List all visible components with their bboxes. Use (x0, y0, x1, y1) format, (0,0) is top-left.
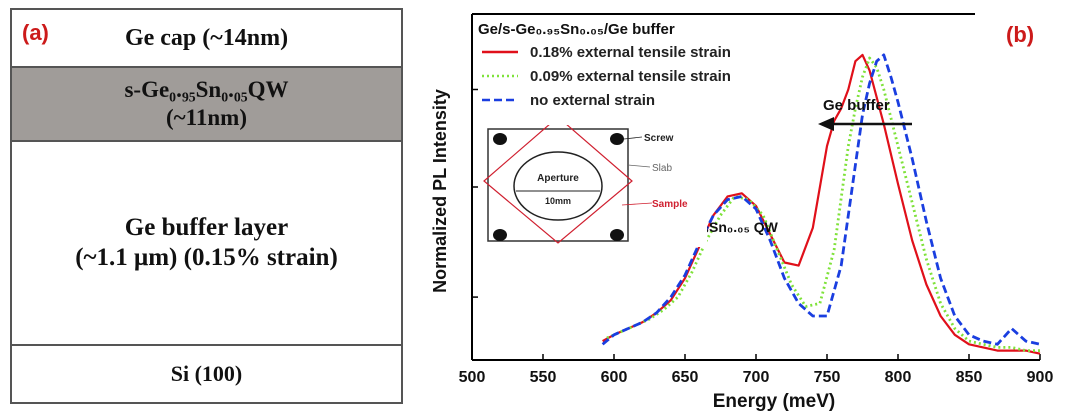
inset-diameter-label: 10mm (545, 196, 571, 206)
sample-leader (621, 202, 653, 206)
series-line-solid (602, 53, 1041, 355)
panel-a-label: (a) (22, 20, 49, 45)
layer-text-line: Ge buffer layer (124, 214, 289, 241)
x-tick-label: 650 (672, 369, 699, 386)
screw-leader (623, 136, 643, 140)
x-tick-label: 900 (1027, 369, 1054, 386)
x-tick-label: 850 (956, 369, 983, 386)
x-tick-label: 800 (885, 369, 912, 386)
aperture-circle (513, 151, 603, 221)
series-line-dashed (601, 53, 1041, 346)
inset-screw-label: Screw (644, 133, 674, 144)
layer-text-line: (~1.1 μm) (0.15% strain) (75, 244, 338, 271)
layer-text-line: (~11nm) (166, 105, 247, 130)
legend-entry: 0.18% external tensile strain (530, 44, 731, 61)
x-axis-label: Energy (meV) (713, 391, 835, 412)
layer-text: Ge cap (~14nm) (125, 24, 288, 53)
x-tick-label: 750 (814, 369, 841, 386)
inset-aperture-label: Aperture (537, 173, 579, 184)
x-tick-label: 550 (530, 369, 557, 386)
legend-title: Ge/s-Ge₀.₉₅Sn₀.₀₅/Ge buffer (478, 21, 675, 38)
screw-hole-bl (493, 229, 507, 241)
slab-outline (487, 128, 629, 242)
series-line-dotted (606, 56, 1040, 353)
screw-hole-tl (493, 133, 507, 145)
x-tick-label: 600 (601, 369, 628, 386)
layer-text-line: Ge cap (~14nm) (124, 24, 289, 51)
slab-leader (627, 164, 651, 168)
x-tick-label: 700 (743, 369, 770, 386)
ge-buffer-annotation: Ge buffer (823, 97, 890, 114)
inset-sample-label: Sample (652, 199, 688, 210)
screw-hole-tr (610, 133, 624, 145)
ge-buffer-arrow-head (818, 117, 834, 131)
y-axis-label: Normalized PL Intensity (430, 89, 450, 293)
layer-ge-cap: Ge cap (~14nm) (12, 10, 401, 68)
panel-b-label: (b) (1006, 22, 1035, 47)
legend-entry: 0.09% external tensile strain (530, 68, 731, 85)
layer-ge-buffer: Ge buffer layer (~1.1 μm) (0.15% strain) (12, 142, 401, 346)
sample-outline (483, 116, 633, 244)
layer-text-line: Si (100) (170, 360, 243, 386)
sample-mount-inset: Screw Slab Sample Aperture 10mm (482, 116, 707, 247)
sample-mount-schematic: Screw Slab Sample Aperture 10mm (483, 116, 688, 244)
layer-text: Ge buffer layer (~1.1 μm) (0.15% strain) (75, 213, 338, 273)
layer-sgesn-qw: s-Ge₀.₉₅Sn₀.₀₅QW (~11nm) (12, 68, 401, 142)
x-tick-label: 500 (459, 369, 486, 386)
layer-si-substrate: Si (100) (12, 346, 401, 402)
layer-text: Si (100) (171, 361, 243, 387)
legend-entry: no external strain (530, 92, 655, 109)
layer-text: s-Ge₀.₉₅Sn₀.₀₅QW (~11nm) (124, 76, 288, 131)
layer-text-line: s-Ge₀.₉₅Sn₀.₀₅QW (124, 77, 289, 103)
inset-slab-label: Slab (652, 163, 672, 174)
layer-stack-diagram: Ge cap (~14nm) s-Ge₀.₉₅Sn₀.₀₅QW (~11nm) Ge … (10, 8, 403, 404)
screw-hole-br (610, 229, 624, 241)
